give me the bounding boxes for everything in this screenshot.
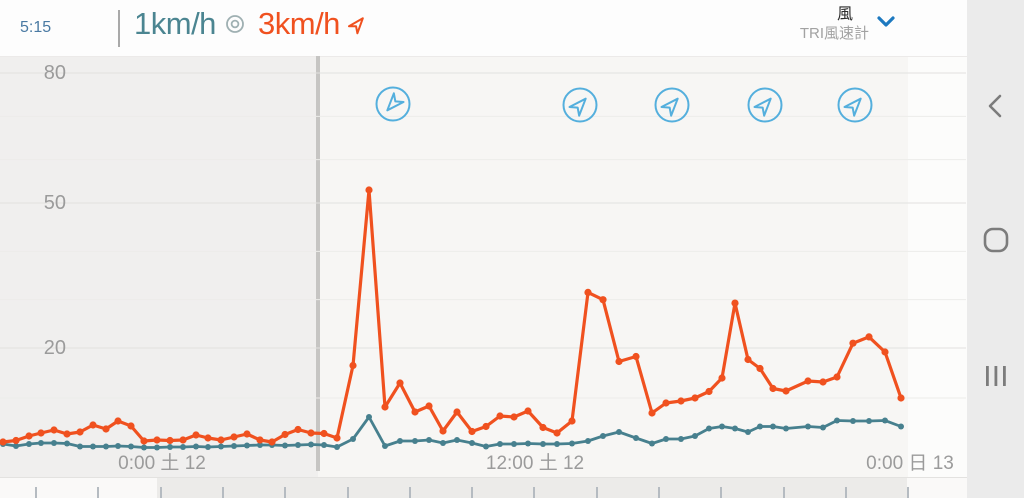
y-axis-label-50: 50 (43, 192, 66, 214)
nav-recents-button[interactable] (967, 348, 1024, 404)
chart-active-region (318, 56, 908, 477)
header-divider-line (0, 56, 967, 57)
wind-gust-reading: 3km/h (258, 6, 369, 42)
scrubber-tick (35, 487, 37, 498)
time-scrubber-range[interactable] (157, 478, 907, 498)
time-scrubber[interactable] (0, 477, 967, 498)
x-axis-label: 0:00 土 12 (118, 453, 206, 474)
current-time-line (316, 56, 320, 471)
scrubber-tick (471, 487, 474, 498)
scrubber-tick (907, 487, 910, 498)
wind-average-reading: 1km/h (134, 6, 247, 42)
sensor-selector[interactable]: 風 TRI風速計 (800, 5, 895, 43)
x-axis-label: 0:00 日 13 (866, 453, 954, 474)
scrubber-tick (658, 487, 660, 498)
nav-back-button[interactable] (967, 78, 1024, 134)
scrubber-tick (346, 487, 349, 498)
home-square-icon (983, 227, 1008, 253)
status-bar-time: 5:15 (20, 19, 52, 36)
chart-beyond-data-region (908, 56, 967, 477)
scrubber-tick (782, 487, 785, 498)
scrubber-tick (844, 487, 847, 498)
chevron-down-icon (877, 15, 895, 34)
scrubber-tick (221, 487, 224, 498)
x-axis-label: 12:00 土 12 (485, 453, 585, 474)
back-chevron-icon (988, 94, 1001, 118)
scrubber-tick (533, 487, 536, 498)
scrubber-tick (97, 487, 100, 498)
target-icon (223, 12, 247, 36)
header-separator (118, 10, 120, 47)
sensor-name: TRI風速計 (799, 25, 869, 42)
android-nav-bar (967, 0, 1024, 498)
y-axis-label-80: 80 (43, 62, 66, 84)
scrubber-tick (284, 487, 287, 498)
nav-home-button[interactable] (967, 212, 1024, 268)
recents-bars-icon (985, 366, 1006, 386)
header: 5:15 1km/h 3km/h 風 TRI風速計 (0, 0, 967, 56)
wind-cursor-icon (347, 13, 369, 35)
wind-average-value: 1km/h (134, 6, 216, 41)
scrubber-tick (720, 487, 723, 498)
scrubber-tick (159, 487, 162, 498)
chart-past-region (0, 56, 318, 477)
scrubber-tick (408, 487, 411, 498)
sensor-category: 風 (836, 6, 853, 23)
wind-gust-value: 3km/h (258, 6, 340, 41)
y-axis-label-20: 20 (43, 337, 66, 359)
scrubber-tick (595, 487, 598, 498)
